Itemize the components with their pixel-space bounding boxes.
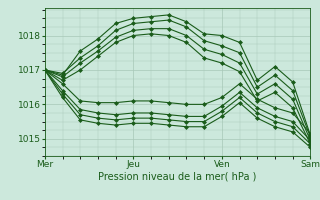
X-axis label: Pression niveau de la mer( hPa ): Pression niveau de la mer( hPa ) [99, 172, 257, 182]
